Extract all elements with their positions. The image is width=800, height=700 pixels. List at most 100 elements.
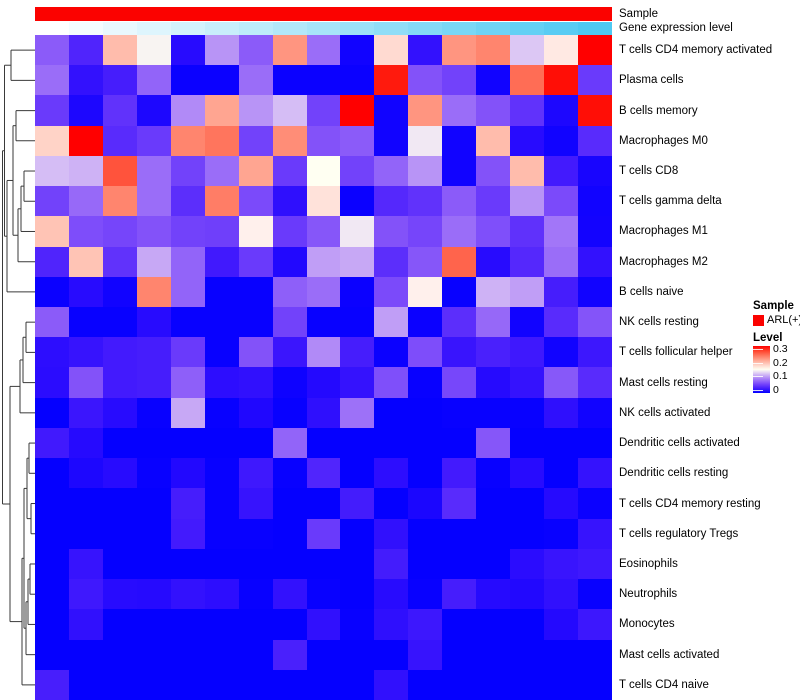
heatmap-cell bbox=[374, 458, 409, 489]
heatmap-cell bbox=[170, 609, 205, 640]
heatmap-cell bbox=[476, 65, 511, 96]
heatmap-cell bbox=[544, 155, 579, 187]
heatmap-cell bbox=[170, 488, 205, 519]
heatmap-cell bbox=[35, 155, 69, 187]
heatmap-cell bbox=[544, 125, 579, 156]
heatmap-cell bbox=[272, 609, 307, 640]
heatmap-cell bbox=[170, 337, 205, 368]
row-label: Macrophages M0 bbox=[619, 134, 708, 147]
heatmap-cell bbox=[476, 548, 511, 580]
gene-expression-annotation-cell bbox=[136, 22, 171, 35]
heatmap-cell bbox=[374, 246, 409, 277]
heatmap-cell bbox=[68, 95, 103, 126]
heatmap-cell bbox=[35, 518, 69, 549]
heatmap-cell bbox=[510, 367, 545, 398]
heatmap-cell bbox=[306, 307, 341, 338]
row-label: Eosinophils bbox=[619, 557, 678, 570]
heatmap-cell bbox=[238, 337, 273, 368]
heatmap-cell bbox=[136, 65, 171, 96]
heatmap-cell bbox=[68, 65, 103, 96]
heatmap-cell bbox=[306, 639, 341, 670]
sample-annotation-cell bbox=[272, 7, 307, 21]
heatmap-cell bbox=[204, 125, 239, 156]
heatmap-cell bbox=[170, 216, 205, 247]
heatmap-cell bbox=[408, 609, 443, 640]
level-tick-label: 0.2 bbox=[773, 356, 788, 369]
heatmap-cell bbox=[442, 186, 477, 217]
heatmap-cell bbox=[102, 186, 137, 217]
heatmap-cell bbox=[204, 95, 239, 126]
heatmap-cell bbox=[408, 548, 443, 580]
heatmap-cell bbox=[374, 155, 409, 187]
gene-expression-annotation-cell bbox=[340, 22, 375, 35]
gene-expression-annotation-bar bbox=[35, 22, 612, 35]
level-tick-mark bbox=[753, 362, 763, 364]
heatmap-cell bbox=[102, 35, 137, 66]
heatmap-cell bbox=[408, 518, 443, 549]
heatmap-cell bbox=[272, 35, 307, 66]
heatmap-cell bbox=[272, 186, 307, 217]
heatmap-cell bbox=[238, 307, 273, 338]
heatmap-cell bbox=[102, 307, 137, 338]
heatmap-cell bbox=[306, 518, 341, 549]
heatmap-cell bbox=[306, 397, 341, 428]
heatmap-cell bbox=[544, 65, 579, 96]
heatmap-cell bbox=[204, 35, 239, 66]
gene-expression-annotation-cell bbox=[170, 22, 205, 35]
heatmap-cell bbox=[272, 276, 307, 308]
row-label: Dendritic cells resting bbox=[619, 467, 729, 480]
heatmap-cell bbox=[68, 579, 103, 610]
heatmap-cell bbox=[136, 35, 171, 66]
heatmap-cell bbox=[544, 35, 579, 66]
heatmap-cell bbox=[170, 125, 205, 156]
sample-annotation-cell bbox=[544, 7, 578, 21]
heatmap-cell bbox=[442, 669, 477, 700]
heatmap-cell bbox=[136, 518, 171, 549]
heatmap-cell bbox=[204, 155, 239, 187]
heatmap-cell bbox=[408, 307, 443, 338]
sample-color-swatch bbox=[753, 314, 764, 326]
heatmap-cell bbox=[35, 427, 69, 459]
heatmap-cell bbox=[272, 216, 307, 247]
row-label: Mast cells resting bbox=[619, 376, 708, 389]
gene-expression-annotation-cell bbox=[238, 22, 273, 35]
heatmap-cell bbox=[476, 246, 511, 277]
heatmap-cell bbox=[102, 65, 137, 96]
heatmap-cell bbox=[35, 488, 69, 519]
heatmap-cell bbox=[136, 95, 171, 126]
heatmap-cell bbox=[136, 367, 171, 398]
level-colorbar-wrap: 0.3 0.2 0.1 0 bbox=[753, 343, 799, 396]
heatmap-cell bbox=[374, 35, 409, 66]
row-label: Neutrophils bbox=[619, 588, 678, 601]
heatmap-cell bbox=[306, 548, 341, 580]
heatmap-cell bbox=[68, 186, 103, 217]
heatmap-cell bbox=[238, 186, 273, 217]
heatmap-cell bbox=[408, 186, 443, 217]
heatmap-cell bbox=[442, 518, 477, 549]
heatmap-cell bbox=[204, 579, 239, 610]
heatmap-cell bbox=[272, 155, 307, 187]
heatmap-cell bbox=[340, 458, 375, 489]
heatmap-cell bbox=[442, 65, 477, 96]
heatmap-cell bbox=[374, 427, 409, 459]
heatmap-cell bbox=[340, 609, 375, 640]
heatmap-cell bbox=[306, 458, 341, 489]
heatmap-cell bbox=[35, 65, 69, 96]
heatmap-cell bbox=[272, 579, 307, 610]
heatmap-cell bbox=[442, 276, 477, 308]
heatmap-cell bbox=[272, 367, 307, 398]
heatmap-cell bbox=[238, 95, 273, 126]
heatmap-cell bbox=[374, 518, 409, 549]
heatmap-cell bbox=[340, 367, 375, 398]
heatmap-cell bbox=[170, 65, 205, 96]
heatmap-cell bbox=[340, 216, 375, 247]
heatmap-cell bbox=[306, 276, 341, 308]
heatmap-cell bbox=[306, 427, 341, 459]
heatmap-cell bbox=[340, 246, 375, 277]
heatmap-cell bbox=[476, 488, 511, 519]
heatmap-cell bbox=[238, 155, 273, 187]
heatmap-cell bbox=[408, 246, 443, 277]
heatmap-cell bbox=[578, 35, 612, 66]
row-label: T cells CD8 bbox=[619, 165, 679, 178]
heatmap-cell bbox=[578, 95, 612, 126]
